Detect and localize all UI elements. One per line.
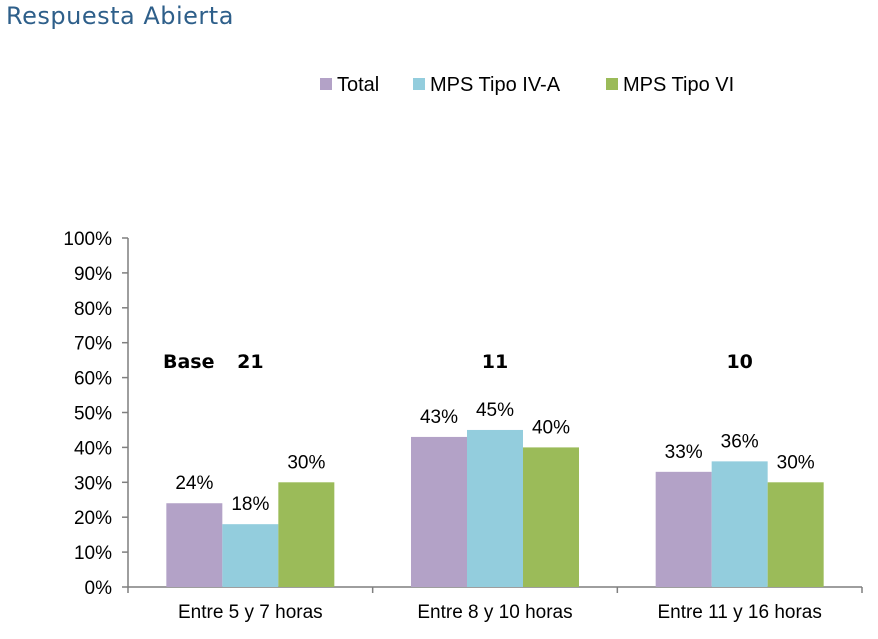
legend-swatch bbox=[413, 78, 425, 90]
data-label: 45% bbox=[476, 400, 514, 421]
data-label: 24% bbox=[175, 473, 213, 494]
legend: Total MPS Tipo IV-A MPS Tipo VI bbox=[320, 74, 734, 96]
data-label: 40% bbox=[532, 417, 570, 438]
base-label: Base bbox=[163, 351, 215, 373]
y-axis: 0% 10% 20% 30% 40% 50% 60% 70% 80% 90% 100% bbox=[63, 229, 129, 599]
legend-swatch bbox=[320, 78, 332, 90]
data-label: 18% bbox=[231, 494, 269, 515]
x-tick-label: Entre 8 y 10 horas bbox=[417, 602, 572, 623]
legend-label: MPS Tipo IV-A bbox=[430, 74, 561, 96]
bar bbox=[711, 461, 768, 587]
bar bbox=[166, 503, 223, 587]
y-tick-label: 10% bbox=[74, 543, 112, 564]
y-tick-label: 50% bbox=[74, 404, 112, 425]
page-title: Respuesta Abierta bbox=[6, 2, 234, 30]
data-label: 43% bbox=[420, 407, 458, 428]
legend-swatch bbox=[606, 78, 618, 90]
y-tick-label: 20% bbox=[74, 508, 112, 529]
y-tick-label: 40% bbox=[74, 438, 112, 459]
y-tick-label: 60% bbox=[74, 369, 112, 390]
x-tick-label: Entre 11 y 16 horas bbox=[657, 602, 821, 623]
y-tick-label: 80% bbox=[74, 299, 112, 320]
bar bbox=[467, 429, 523, 587]
data-label: 33% bbox=[665, 442, 703, 463]
base-labels: Base 21 11 10 bbox=[163, 351, 753, 373]
data-label: 36% bbox=[721, 431, 759, 452]
bar bbox=[655, 471, 712, 587]
y-tick-label: 70% bbox=[74, 334, 112, 355]
bar bbox=[767, 482, 824, 587]
base-value: 11 bbox=[482, 351, 508, 373]
legend-label: Total bbox=[337, 74, 379, 96]
y-tick-label: 0% bbox=[85, 578, 113, 599]
base-value: 10 bbox=[726, 351, 752, 373]
data-label: 30% bbox=[777, 452, 815, 473]
bar bbox=[411, 436, 467, 587]
y-tick-label: 30% bbox=[74, 473, 112, 494]
data-label: 30% bbox=[287, 452, 325, 473]
bar bbox=[523, 447, 579, 587]
bar bbox=[222, 524, 279, 587]
x-tick-label: Entre 5 y 7 horas bbox=[178, 602, 323, 623]
bars bbox=[166, 429, 824, 587]
bar bbox=[278, 482, 335, 587]
legend-label: MPS Tipo VI bbox=[623, 74, 734, 96]
x-axis: Entre 5 y 7 horas Entre 8 y 10 horas Entre… bbox=[127, 586, 863, 623]
base-value: 21 bbox=[237, 351, 263, 373]
data-labels: 24% 18% 30% 43% 45% 40% 33% 36% 30% bbox=[175, 400, 814, 515]
y-tick-label: 100% bbox=[63, 229, 112, 250]
y-tick-label: 90% bbox=[74, 264, 112, 285]
